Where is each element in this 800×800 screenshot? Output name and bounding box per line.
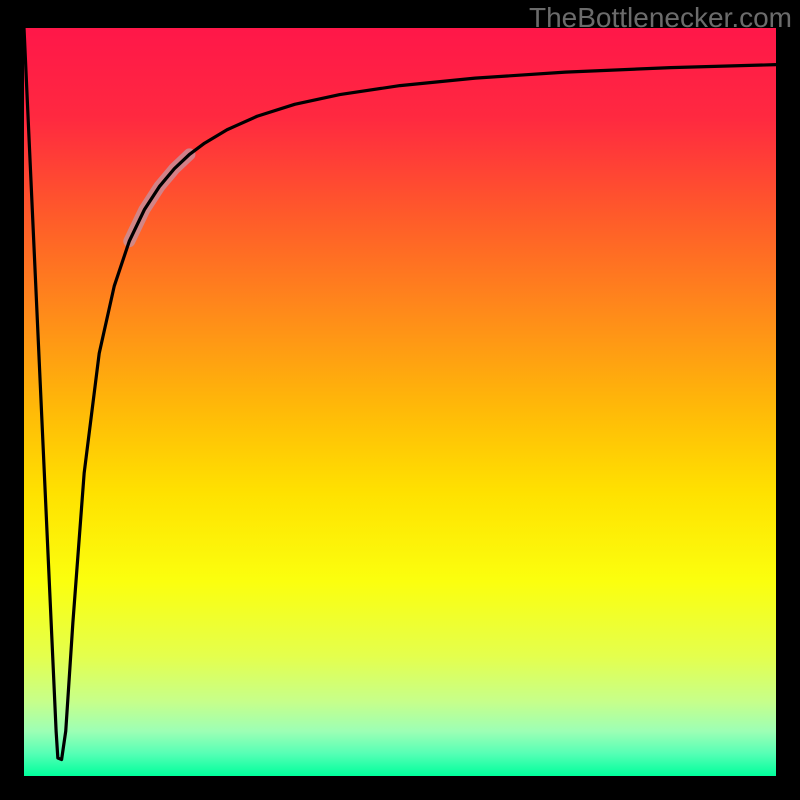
- gradient-background: [24, 28, 776, 776]
- chart-frame: TheBottlenecker.com: [0, 0, 800, 800]
- bottleneck-chart: [24, 28, 776, 776]
- watermark-text: TheBottlenecker.com: [529, 2, 792, 34]
